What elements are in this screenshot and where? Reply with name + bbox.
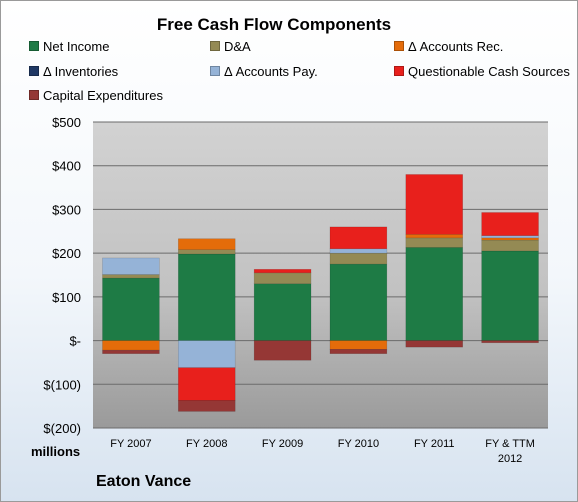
bar-segment <box>329 340 388 350</box>
x-tick-label: FY 2009 <box>262 438 303 450</box>
y-tick-label: $200 <box>52 246 81 261</box>
bar-segment <box>102 274 160 279</box>
bar-segment <box>405 174 463 235</box>
legend-swatch-accounts-rec <box>394 41 404 51</box>
legend-swatch-accounts-pay <box>210 66 220 76</box>
y-tick-label: $- <box>69 334 81 349</box>
bar-segment <box>405 247 463 341</box>
bar-segment <box>253 283 312 341</box>
x-tick-label: FY & TTM <box>485 438 535 450</box>
company-name: Eaton Vance <box>96 473 192 490</box>
x-tick-labels: FY 2007 FY 2008 FY 2009 FY 2010 FY 2011 FY & … <box>110 438 535 465</box>
legend-swatch-net-income <box>29 41 39 51</box>
bar-segment <box>481 340 539 344</box>
legend-swatch-questionable-cash <box>394 66 404 76</box>
bar-segment <box>253 340 312 361</box>
legend-entry-da: D&A <box>210 39 251 54</box>
bar-segment <box>102 277 160 341</box>
bar-segment <box>178 367 236 401</box>
bar-segment <box>102 257 160 275</box>
y-tick-label: $100 <box>52 290 81 305</box>
bar-segment <box>405 237 463 248</box>
bar-segment <box>329 263 388 341</box>
y-tick-label: $500 <box>52 115 81 130</box>
legend-entry-accounts-pay: Δ Accounts Pay. <box>210 64 318 79</box>
y-tick-label: $400 <box>52 159 81 174</box>
bar-segment <box>102 349 160 354</box>
legend-swatch-da <box>210 41 220 51</box>
bar-segment <box>481 235 539 239</box>
bar-segment <box>405 234 463 239</box>
bar-segment <box>481 237 539 241</box>
bar-segment <box>178 400 236 412</box>
bar-segment <box>329 349 388 354</box>
gridlines <box>93 121 548 429</box>
units-label: millions <box>31 444 81 459</box>
x-tick-label: 2012 <box>498 453 522 465</box>
legend-swatch-inventories <box>29 66 39 76</box>
bar-segment <box>405 340 463 348</box>
bar-segment <box>329 226 388 250</box>
bars <box>102 174 539 412</box>
legend-entry-accounts-rec: Δ Accounts Rec. <box>394 39 503 54</box>
legend-entry-questionable-cash: Questionable Cash Sources <box>394 64 570 79</box>
bar-segment <box>253 272 312 285</box>
bar-segment <box>178 238 236 250</box>
x-tick-label: FY 2007 <box>110 438 151 450</box>
bar-segment <box>481 239 539 252</box>
chart-title: Free Cash Flow Components <box>156 15 392 34</box>
bar-segment <box>178 340 236 368</box>
chart-plot: $500 $400 $300 $200 $100 $- $(100) $(200) FY 20… <box>43 115 548 465</box>
bar-segment <box>329 252 388 265</box>
x-tick-label: FY 2008 <box>186 438 227 450</box>
x-tick-label: FY 2010 <box>338 438 379 450</box>
bar-segment <box>329 248 388 254</box>
bar-segment <box>178 249 236 255</box>
y-tick-labels: $500 $400 $300 $200 $100 $- $(100) $(200) <box>43 115 81 436</box>
bar-segment <box>481 212 539 236</box>
plot-area <box>93 122 548 428</box>
legend-entry-capex: Capital Expenditures <box>29 88 163 103</box>
bar-segment <box>102 340 160 351</box>
bar-segment <box>481 250 539 341</box>
y-tick-label: $(200) <box>43 421 81 436</box>
y-tick-label: $(100) <box>43 377 81 392</box>
x-tick-label: FY 2011 <box>414 438 455 450</box>
legend-swatch-capex <box>29 90 39 100</box>
bar-segment <box>253 269 312 274</box>
bar-segment <box>178 253 236 341</box>
y-tick-label: $300 <box>52 202 81 217</box>
legend-entry-net-income: Net Income <box>29 39 109 54</box>
legend-entry-inventories: Δ Inventories <box>29 64 118 79</box>
